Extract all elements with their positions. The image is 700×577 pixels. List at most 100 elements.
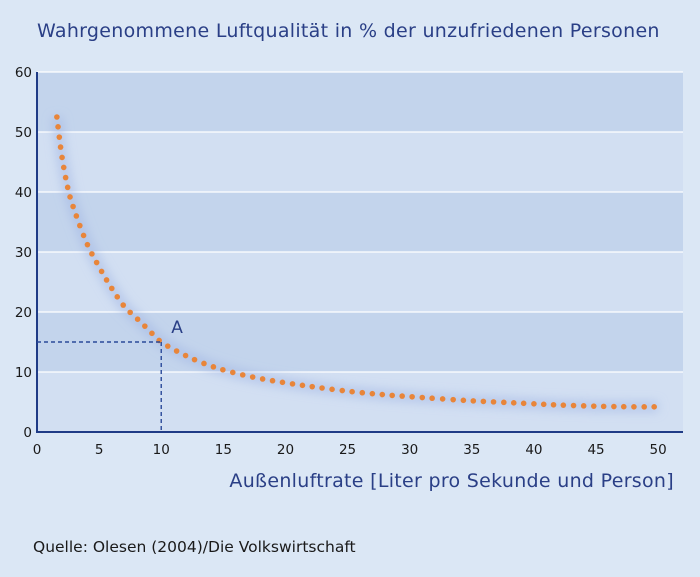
curve-dot: [531, 401, 537, 407]
x-tick-label: 30: [401, 442, 418, 458]
y-tick-label: 40: [15, 185, 32, 201]
curve-dot: [510, 400, 517, 406]
plot-band: [37, 132, 683, 192]
x-tick-label: 10: [153, 442, 170, 458]
curve-dot: [201, 360, 207, 367]
curve-dot: [191, 356, 198, 363]
chart-title: Wahrgenommene Luftqualität in % der unzu…: [37, 20, 660, 42]
curve-dot: [67, 194, 73, 200]
y-tick-label: 50: [15, 125, 32, 141]
curve-dot: [64, 184, 71, 191]
curve-dot: [164, 343, 171, 349]
curve-dot: [460, 397, 467, 404]
curve-dot: [57, 144, 64, 150]
y-tick-label: 30: [15, 245, 32, 261]
curve-dot: [142, 323, 148, 329]
curve-dot: [93, 259, 100, 266]
y-tick-label: 10: [15, 365, 32, 381]
curve-dot: [620, 403, 627, 410]
curve-dot: [560, 402, 567, 408]
curve-dot: [540, 401, 547, 408]
x-tick-label: 20: [277, 442, 294, 458]
curve-dot: [80, 232, 87, 239]
curve-dot: [450, 396, 456, 403]
curve-dot: [349, 388, 355, 395]
source-note: Quelle: Olesen (2004)/Die Volkswirtschaf…: [33, 538, 356, 556]
plot-band: [37, 192, 683, 252]
x-tick-label: 50: [650, 442, 667, 458]
x-tick-label: 25: [339, 442, 356, 458]
y-tick-label: 20: [15, 305, 32, 321]
curve-dot: [289, 381, 296, 387]
curve-dot: [470, 398, 477, 404]
curve-dot: [369, 390, 376, 397]
y-tick-label: 60: [15, 65, 32, 81]
curve-dot: [439, 396, 446, 402]
curve-dot: [389, 392, 395, 399]
x-tick-label: 5: [95, 442, 104, 458]
x-tick-label: 45: [587, 442, 604, 458]
curve-dot: [429, 395, 435, 402]
curve-dot: [249, 374, 256, 380]
curve-dot: [590, 403, 597, 409]
curve-dot: [279, 379, 286, 386]
x-tick-label: 15: [215, 442, 232, 458]
curve-dot: [419, 394, 426, 401]
curve-dot: [550, 401, 557, 408]
curve-dot: [379, 391, 386, 398]
curve-dot: [259, 376, 266, 382]
curve-dot: [220, 366, 226, 373]
curve-dot: [490, 399, 497, 405]
plot-band: [37, 252, 683, 312]
curve-dot: [329, 386, 335, 393]
curve-dot: [59, 154, 65, 161]
curve-dot: [501, 399, 507, 406]
curve-dot: [359, 389, 366, 396]
curve-dot: [55, 124, 61, 130]
plot-band: [37, 72, 683, 132]
curve-dot: [149, 330, 155, 337]
curve-dot: [89, 251, 95, 257]
x-tick-label: 40: [525, 442, 542, 458]
curve-dot: [62, 174, 69, 181]
curve-dot: [239, 372, 246, 378]
curve-dot: [309, 383, 316, 390]
curve-dot: [409, 393, 415, 400]
curve-dot: [269, 377, 276, 384]
curve-dot: [641, 404, 647, 410]
curve-dot: [84, 241, 91, 248]
curve-dot: [299, 382, 306, 389]
curve-dot: [60, 164, 67, 171]
curve-dot: [210, 364, 217, 370]
curve-dot: [631, 404, 637, 410]
curve-dot: [173, 348, 180, 354]
curve-dot: [108, 285, 115, 292]
curve-dot: [182, 352, 189, 359]
annotation-label: A: [171, 318, 183, 338]
curve-dot: [54, 114, 60, 120]
curve-dot: [339, 387, 346, 394]
x-tick-label: 35: [463, 442, 480, 458]
curve-dot: [399, 393, 405, 399]
curve-dot: [480, 398, 487, 405]
curve-dot: [229, 369, 236, 376]
curve-dot: [70, 203, 76, 210]
curve-dot: [611, 403, 617, 410]
curve-dot: [103, 277, 110, 283]
curve-dot: [73, 213, 80, 219]
curve-dot: [120, 302, 127, 308]
curve-dot: [580, 403, 587, 409]
curve-dot: [319, 385, 325, 391]
curve-dot: [114, 294, 121, 300]
x-axis-label: Außenluftrate [Liter pro Sekunde und Per…: [229, 470, 674, 492]
curve-dot: [77, 222, 83, 229]
curve-dot: [56, 134, 63, 140]
curve-dot: [134, 316, 141, 323]
x-tick-label: 0: [33, 442, 42, 458]
curve-dot: [600, 403, 607, 410]
curve-dot: [520, 400, 527, 407]
y-tick-label: 0: [23, 425, 32, 441]
curve-dot: [570, 402, 577, 409]
